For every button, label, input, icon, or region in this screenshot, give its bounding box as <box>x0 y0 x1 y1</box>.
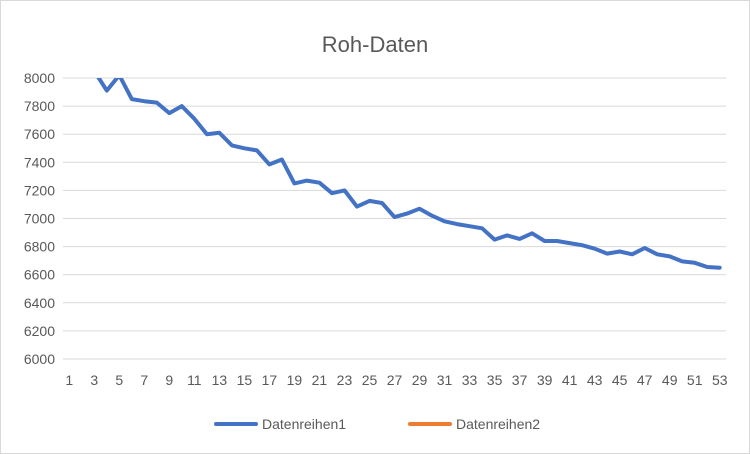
x-tick-label: 53 <box>712 372 728 388</box>
x-tick-label: 33 <box>462 372 478 388</box>
x-tick-label: 13 <box>212 372 228 388</box>
x-tick-label: 11 <box>187 372 202 388</box>
x-tick-label: 1 <box>65 372 73 388</box>
x-tick-label: 21 <box>312 372 328 388</box>
x-tick-label: 15 <box>237 372 253 388</box>
series-line-1 <box>96 78 722 270</box>
y-tick-label: 8000 <box>24 70 55 86</box>
y-tick-label: 6600 <box>24 267 55 283</box>
y-tick-label: 6400 <box>24 295 55 311</box>
gridlines <box>63 77 726 360</box>
x-tick-label: 3 <box>90 372 98 388</box>
x-tick-label: 7 <box>140 372 148 388</box>
x-tick-label: 17 <box>262 372 278 388</box>
y-axis-ticks: 6000 6200 6400 6600 6800 7000 7200 7400 7600 7800… <box>24 70 55 367</box>
y-tick-label: 7200 <box>24 182 55 198</box>
y-tick-label: 7000 <box>24 211 55 227</box>
x-tick-label: 51 <box>687 372 703 388</box>
y-tick-label: 7400 <box>24 154 55 170</box>
x-tick-label: 43 <box>587 372 603 388</box>
x-tick-label: 39 <box>537 372 553 388</box>
x-tick-label: 35 <box>487 372 503 388</box>
legend: Datenreihen1 Datenreihen2 <box>214 416 540 432</box>
x-tick-label: 47 <box>637 372 653 388</box>
x-tick-label: 5 <box>115 372 123 388</box>
y-tick-label: 6000 <box>24 351 55 367</box>
legend-label-2: Datenreihen2 <box>456 416 540 432</box>
x-tick-label: 49 <box>662 372 678 388</box>
x-tick-label: 41 <box>562 372 578 388</box>
y-tick-label: 7600 <box>24 126 55 142</box>
y-tick-label: 6800 <box>24 239 55 255</box>
x-axis-ticks: 1 3 5 7 9 11 13 15 17 19 21 23 25 27 29 31 33 35 37 39 41 43 4… <box>65 372 727 388</box>
y-tick-label: 7800 <box>24 98 55 114</box>
chart-title: Roh-Daten <box>322 32 428 57</box>
series-lines <box>96 78 722 270</box>
x-tick-label: 25 <box>362 372 378 388</box>
x-tick-label: 31 <box>437 372 453 388</box>
x-tick-label: 29 <box>412 372 428 388</box>
legend-label-1: Datenreihen1 <box>262 416 346 432</box>
x-tick-label: 23 <box>337 372 353 388</box>
x-tick-label: 45 <box>612 372 628 388</box>
x-tick-label: 27 <box>387 372 403 388</box>
x-tick-label: 9 <box>165 372 173 388</box>
x-tick-label: 37 <box>512 372 528 388</box>
y-tick-label: 6200 <box>24 323 55 339</box>
x-tick-label: 19 <box>287 372 303 388</box>
